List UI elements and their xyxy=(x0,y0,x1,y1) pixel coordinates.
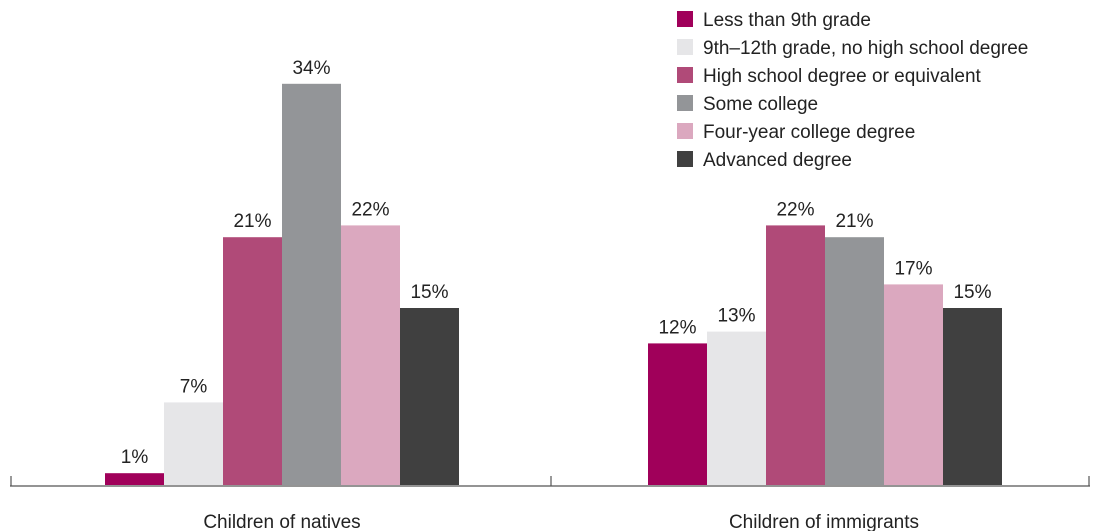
legend-item: Four-year college degree xyxy=(677,122,915,143)
bar xyxy=(400,308,459,485)
bars xyxy=(105,83,1002,486)
bar xyxy=(943,308,1002,485)
legend-swatch xyxy=(677,39,693,55)
legend-label: Less than 9th grade xyxy=(703,10,871,31)
bar xyxy=(164,402,223,485)
legend-item: Less than 9th grade xyxy=(677,10,871,31)
legend-item: Advanced degree xyxy=(677,150,852,171)
bar xyxy=(341,225,400,485)
bar-value-label: 13% xyxy=(717,306,755,327)
legend-swatch xyxy=(677,67,693,83)
legend-label: Advanced degree xyxy=(703,150,852,171)
bar-value-label: 21% xyxy=(835,211,873,232)
bar xyxy=(884,284,943,485)
bar xyxy=(282,83,341,486)
bar xyxy=(766,225,825,485)
x-axis: Children of natives Children of immigrant… xyxy=(10,476,1090,531)
bar xyxy=(105,473,164,485)
bar-value-label: 7% xyxy=(180,376,208,397)
legend-swatch xyxy=(677,11,693,27)
bar-value-label: 22% xyxy=(776,199,814,220)
legend: Less than 9th grade 9th–12th grade, no hi… xyxy=(677,10,1028,171)
legend-label: 9th–12th grade, no high school degree xyxy=(703,38,1028,59)
legend-swatch xyxy=(677,95,693,111)
legend-label: Four-year college degree xyxy=(703,122,915,143)
bar-value-label: 22% xyxy=(351,199,389,220)
category-label: Children of natives xyxy=(203,512,360,531)
legend-label: Some college xyxy=(703,94,818,115)
category-label: Children of immigrants xyxy=(729,512,919,531)
bar-value-label: 34% xyxy=(292,58,330,79)
legend-label: High school degree or equivalent xyxy=(703,66,982,87)
bar xyxy=(223,237,282,485)
bar xyxy=(707,331,766,485)
legend-swatch xyxy=(677,151,693,167)
bar-value-label: 15% xyxy=(953,282,991,303)
bar-value-label: 17% xyxy=(894,258,932,279)
data-labels: 1% 12% 7% 13% 21% 22% 34% 21% 22% 17% 15% 15% xyxy=(121,58,992,468)
bar xyxy=(648,343,707,485)
bar xyxy=(825,237,884,485)
legend-swatch xyxy=(677,123,693,139)
legend-item: 9th–12th grade, no high school degree xyxy=(677,38,1028,59)
legend-item: High school degree or equivalent xyxy=(677,66,982,87)
bar-value-label: 21% xyxy=(233,211,271,232)
legend-item: Some college xyxy=(677,94,818,115)
bar-value-label: 12% xyxy=(658,317,696,338)
bar-value-label: 1% xyxy=(121,447,149,468)
bar-value-label: 15% xyxy=(410,282,448,303)
